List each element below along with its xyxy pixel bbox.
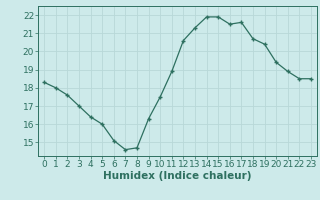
X-axis label: Humidex (Indice chaleur): Humidex (Indice chaleur)	[103, 171, 252, 181]
